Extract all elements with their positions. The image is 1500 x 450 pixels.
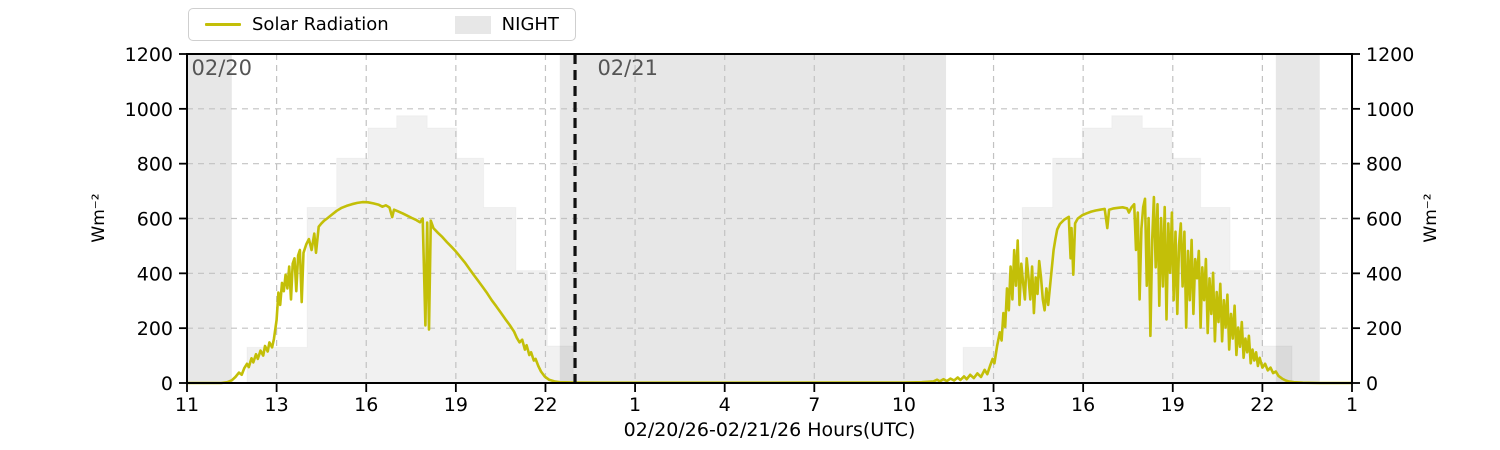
x-tick-label: 1: [1346, 394, 1358, 416]
y-tick-label-left: 200: [137, 318, 173, 340]
x-tick-label: 13: [981, 394, 1005, 416]
y-axis-label-right: Wm⁻²: [1421, 193, 1441, 243]
y-axis-label-left: Wm⁻²: [89, 193, 109, 243]
solar-radiation-line: [185, 195, 1354, 385]
y-tick-label-right: 1000: [1366, 99, 1414, 121]
y-tick-label-right: 1200: [1366, 44, 1414, 66]
x-tick-label: 7: [808, 394, 820, 416]
legend-entry-solar-radiation: Solar Radiation: [205, 14, 389, 35]
x-tick-label: 22: [1250, 394, 1274, 416]
y-tick-label-left: 1000: [125, 99, 173, 121]
solar-line-swatch: [205, 22, 241, 27]
y-tick-label-left: 800: [137, 154, 173, 176]
legend-label-night: NIGHT: [501, 14, 559, 35]
x-tick-label: 19: [444, 394, 468, 416]
date-annotation-0221: 02/21: [597, 56, 658, 80]
clear-sky-step-area: [963, 115, 1292, 383]
y-tick-label-left: 0: [161, 373, 173, 395]
x-tick-label: 11: [175, 394, 199, 416]
y-tick-label-left: 400: [137, 263, 173, 285]
x-tick-label: 16: [354, 394, 378, 416]
y-tick-label-right: 600: [1366, 209, 1402, 231]
x-tick-label: 10: [892, 394, 916, 416]
x-tick-label: 16: [1071, 394, 1095, 416]
x-tick-label: 4: [719, 394, 731, 416]
y-tick-label-right: 800: [1366, 154, 1402, 176]
x-tick-label: 13: [265, 394, 289, 416]
x-tick-label: 19: [1161, 394, 1185, 416]
y-tick-label-right: 200: [1366, 318, 1402, 340]
y-tick-label-left: 1200: [125, 44, 173, 66]
y-tick-label-right: 0: [1366, 373, 1378, 395]
x-axis-label: 02/20/26-02/21/26 Hours(UTC): [623, 419, 916, 441]
night-patch-swatch: [454, 15, 491, 34]
x-tick-label: 22: [533, 394, 557, 416]
y-tick-label-right: 400: [1366, 263, 1402, 285]
y-tick-label-left: 600: [137, 209, 173, 231]
date-annotation-0220: 02/20: [191, 56, 252, 80]
legend: Solar Radiation NIGHT: [188, 8, 576, 41]
legend-entry-night: NIGHT: [454, 14, 559, 35]
clear-sky-step-area: [247, 115, 574, 383]
legend-label-solar: Solar Radiation: [252, 14, 389, 35]
x-tick-label: 1: [629, 394, 641, 416]
